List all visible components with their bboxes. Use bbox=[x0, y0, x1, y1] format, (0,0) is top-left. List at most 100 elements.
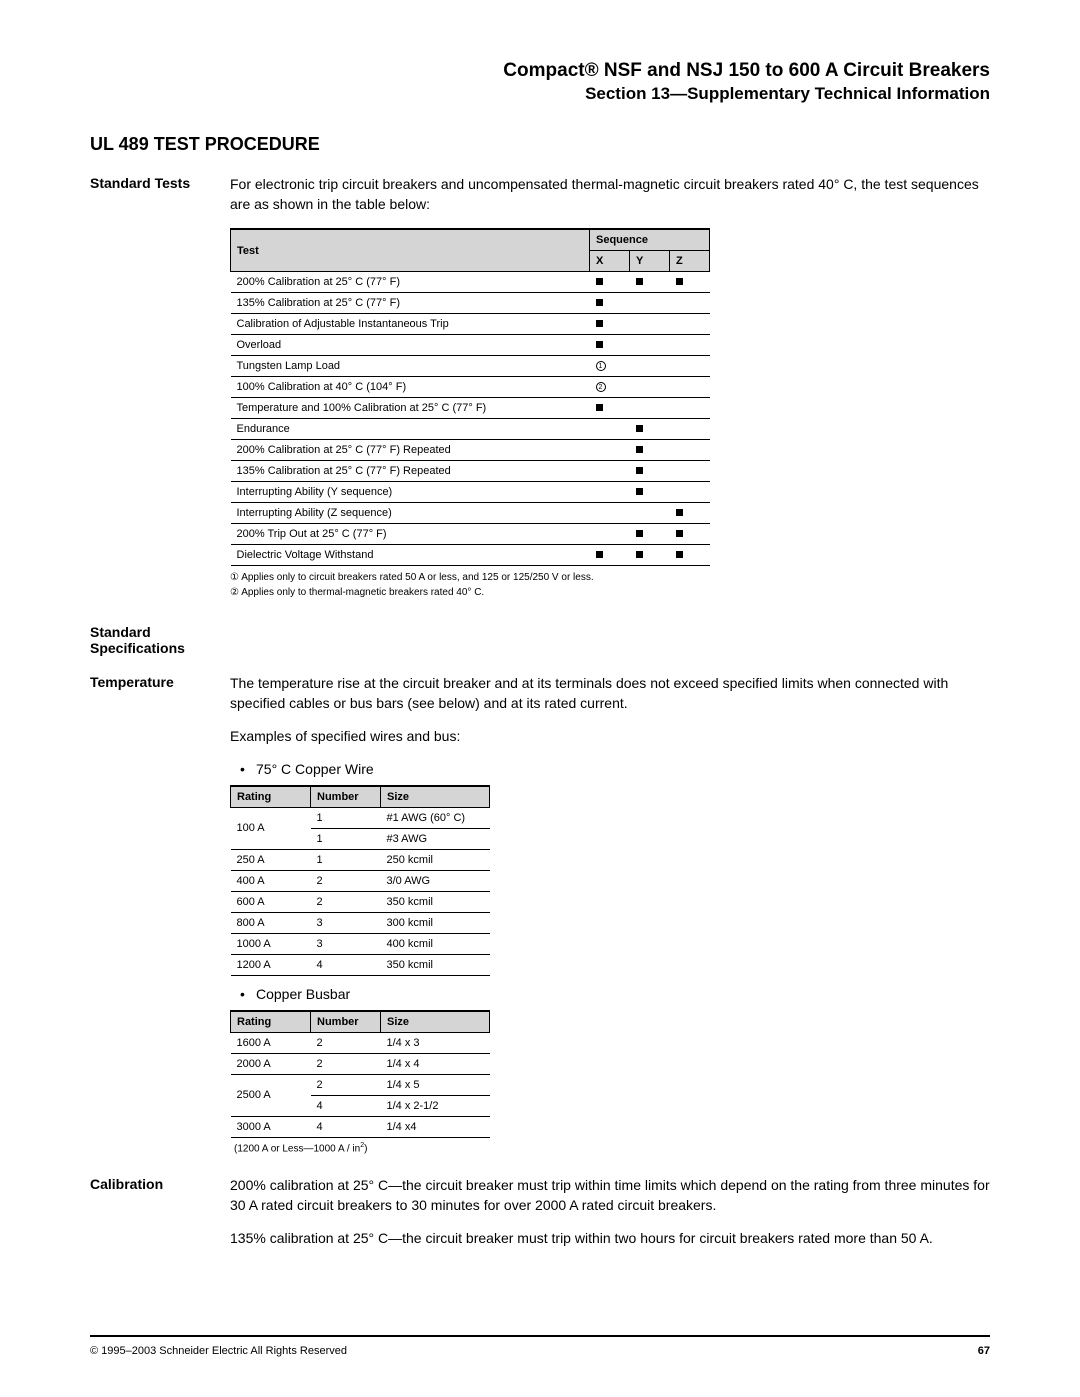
size-cell: 3/0 AWG bbox=[381, 870, 490, 891]
z-cell bbox=[670, 503, 710, 524]
standard-tests-label: Standard Tests bbox=[90, 175, 230, 618]
test-cell: Calibration of Adjustable Instantaneous … bbox=[231, 314, 590, 335]
x-cell bbox=[590, 335, 630, 356]
size-cell: 1/4 x 3 bbox=[381, 1032, 490, 1053]
busbar-col-size: Size bbox=[381, 1011, 490, 1033]
header-subtitle: Section 13—Supplementary Technical Infor… bbox=[90, 84, 990, 104]
z-cell bbox=[670, 293, 710, 314]
number-cell: 1 bbox=[311, 849, 381, 870]
number-cell: 1 bbox=[311, 828, 381, 849]
x-cell bbox=[590, 503, 630, 524]
page-header: Compact® NSF and NSJ 150 to 600 A Circui… bbox=[90, 60, 990, 104]
table-row: 135% Calibration at 25° C (77° F) bbox=[231, 293, 710, 314]
size-cell: 1/4 x4 bbox=[381, 1116, 490, 1137]
table-row: 400 A23/0 AWG bbox=[231, 870, 490, 891]
y-cell bbox=[630, 377, 670, 398]
number-cell: 2 bbox=[311, 1053, 381, 1074]
x-cell bbox=[590, 419, 630, 440]
size-cell: 1/4 x 5 bbox=[381, 1074, 490, 1095]
z-cell bbox=[670, 482, 710, 503]
x-cell bbox=[590, 482, 630, 503]
table-row: Interrupting Ability (Y sequence) bbox=[231, 482, 710, 503]
table-row: 100% Calibration at 40° C (104° F)2 bbox=[231, 377, 710, 398]
rating-cell: 2000 A bbox=[231, 1053, 311, 1074]
size-cell: #3 AWG bbox=[381, 828, 490, 849]
busbar-footnote: (1200 A or Less—1000 A / in2) bbox=[234, 1142, 990, 1154]
y-cell bbox=[630, 356, 670, 377]
x-cell bbox=[590, 461, 630, 482]
test-cell: 135% Calibration at 25° C (77° F) bbox=[231, 293, 590, 314]
table-row: Tungsten Lamp Load1 bbox=[231, 356, 710, 377]
table-row: 3000 A41/4 x4 bbox=[231, 1116, 490, 1137]
temperature-para2: Examples of specified wires and bus: bbox=[230, 727, 990, 747]
table-row: 800 A3300 kcmil bbox=[231, 912, 490, 933]
z-cell bbox=[670, 314, 710, 335]
size-cell: 350 kcmil bbox=[381, 954, 490, 975]
y-cell bbox=[630, 503, 670, 524]
temperature-label: Temperature bbox=[90, 674, 230, 1170]
wire-col-size: Size bbox=[381, 786, 490, 808]
y-cell bbox=[630, 419, 670, 440]
size-cell: 250 kcmil bbox=[381, 849, 490, 870]
number-cell: 3 bbox=[311, 912, 381, 933]
table-row: Dielectric Voltage Withstand bbox=[231, 545, 710, 566]
table-row: 600 A2350 kcmil bbox=[231, 891, 490, 912]
table-row: 135% Calibration at 25° C (77° F) Repeat… bbox=[231, 461, 710, 482]
y-cell bbox=[630, 545, 670, 566]
test-cell: Endurance bbox=[231, 419, 590, 440]
x-cell: 2 bbox=[590, 377, 630, 398]
temperature-para1: The temperature rise at the circuit brea… bbox=[230, 674, 990, 713]
x-cell bbox=[590, 440, 630, 461]
table-row: 200% Calibration at 25° C (77° F) Repeat… bbox=[231, 440, 710, 461]
y-cell bbox=[630, 461, 670, 482]
y-cell bbox=[630, 482, 670, 503]
copyright-text: © 1995–2003 Schneider Electric All Right… bbox=[90, 1345, 347, 1357]
table-row: Overload bbox=[231, 335, 710, 356]
header-title: Compact® NSF and NSJ 150 to 600 A Circui… bbox=[90, 60, 990, 82]
y-cell bbox=[630, 524, 670, 545]
size-cell: 1/4 x 4 bbox=[381, 1053, 490, 1074]
table-row: Endurance bbox=[231, 419, 710, 440]
test-cell: Tungsten Lamp Load bbox=[231, 356, 590, 377]
page-footer: © 1995–2003 Schneider Electric All Right… bbox=[90, 1335, 990, 1357]
section-heading: UL 489 TEST PROCEDURE bbox=[90, 134, 990, 155]
table-row: Temperature and 100% Calibration at 25° … bbox=[231, 398, 710, 419]
x-cell bbox=[590, 524, 630, 545]
rating-cell: 1000 A bbox=[231, 933, 311, 954]
bullet-copper-busbar: •Copper Busbar bbox=[240, 986, 990, 1002]
test-cell: 135% Calibration at 25° C (77° F) Repeat… bbox=[231, 461, 590, 482]
col-sequence: Sequence bbox=[590, 229, 710, 251]
number-cell: 4 bbox=[311, 954, 381, 975]
calibration-para2: 135% calibration at 25° C—the circuit br… bbox=[230, 1229, 990, 1249]
z-cell bbox=[670, 545, 710, 566]
table-row: 2500 A21/4 x 5 bbox=[231, 1074, 490, 1095]
sequence-footnotes: ① Applies only to circuit breakers rated… bbox=[230, 572, 990, 598]
y-cell bbox=[630, 314, 670, 335]
rating-cell: 400 A bbox=[231, 870, 311, 891]
test-cell: 200% Trip Out at 25° C (77° F) bbox=[231, 524, 590, 545]
rating-cell: 1200 A bbox=[231, 954, 311, 975]
table-row: 1200 A4350 kcmil bbox=[231, 954, 490, 975]
z-cell bbox=[670, 440, 710, 461]
footnote-2: ② Applies only to thermal-magnetic break… bbox=[230, 587, 990, 598]
wire-col-rating: Rating bbox=[231, 786, 311, 808]
test-cell: 200% Calibration at 25° C (77° F) bbox=[231, 272, 590, 293]
rating-cell: 1600 A bbox=[231, 1032, 311, 1053]
x-cell bbox=[590, 398, 630, 419]
col-z: Z bbox=[670, 251, 710, 272]
table-row: 200% Calibration at 25° C (77° F) bbox=[231, 272, 710, 293]
number-cell: 2 bbox=[311, 891, 381, 912]
busbar-col-number: Number bbox=[311, 1011, 381, 1033]
table-row: Calibration of Adjustable Instantaneous … bbox=[231, 314, 710, 335]
table-row: 1000 A3400 kcmil bbox=[231, 933, 490, 954]
rating-cell: 600 A bbox=[231, 891, 311, 912]
y-cell bbox=[630, 293, 670, 314]
size-cell: 1/4 x 2-1/2 bbox=[381, 1095, 490, 1116]
z-cell bbox=[670, 398, 710, 419]
y-cell bbox=[630, 398, 670, 419]
table-row: 1600 A21/4 x 3 bbox=[231, 1032, 490, 1053]
bullet-copper-wire: •75° C Copper Wire bbox=[240, 761, 990, 777]
table-row: 100 A1#1 AWG (60° C) bbox=[231, 807, 490, 828]
x-cell bbox=[590, 314, 630, 335]
rating-cell: 3000 A bbox=[231, 1116, 311, 1137]
